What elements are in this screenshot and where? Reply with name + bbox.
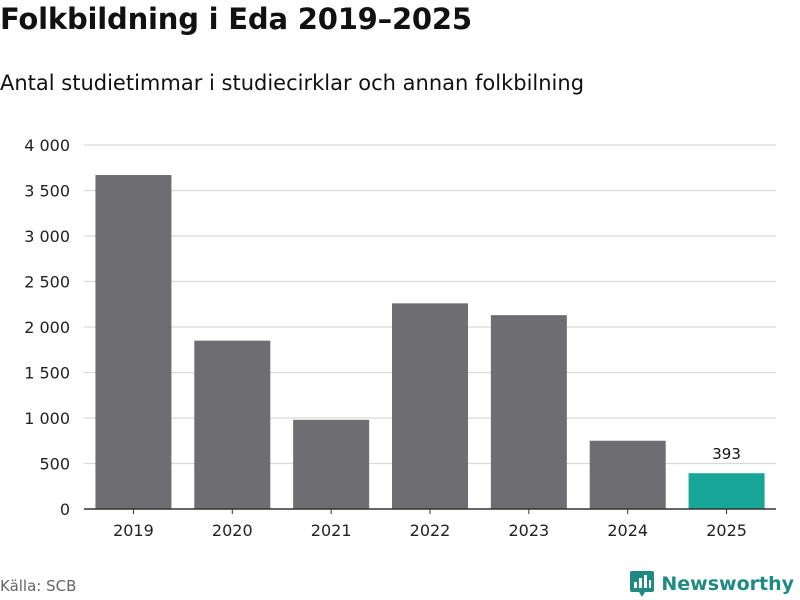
x-tick-label: 2021 <box>311 521 352 540</box>
data-label: 393 <box>712 445 741 463</box>
chart-subtitle: Antal studietimmar i studiecirklar och a… <box>0 71 585 95</box>
x-axis-tick-labels: 2019 2020 2021 2022 2023 2024 2025 <box>113 509 747 540</box>
x-tick-label: 2024 <box>607 521 648 540</box>
y-tick-label: 4 000 <box>24 136 70 155</box>
y-tick-label: 3 000 <box>24 227 70 246</box>
bar-2020 <box>194 340 271 509</box>
x-tick-label: 2019 <box>113 521 154 540</box>
chart-title: Folkbildning i Eda 2019–2025 <box>0 2 472 36</box>
bar-2019 <box>95 175 172 509</box>
bar-2022 <box>392 303 468 509</box>
bar-2023 <box>490 315 567 509</box>
bar-2024 <box>589 440 666 509</box>
y-tick-label: 1 000 <box>24 409 70 428</box>
y-tick-label: 2 000 <box>24 318 70 337</box>
x-tick-label: 2020 <box>212 521 253 540</box>
y-tick-label: 0 <box>60 500 70 519</box>
x-tick-label: 2022 <box>410 521 451 540</box>
brand-name: Newsworthy <box>661 573 794 595</box>
brand-logo: Newsworthy <box>629 569 794 599</box>
bars <box>95 175 765 509</box>
newsworthy-logo-icon <box>630 571 655 597</box>
y-axis-tick-labels: 0 500 1 000 1 500 2 000 2 500 3 000 3 500 4 000 <box>24 136 70 519</box>
data-labels: 393 <box>712 445 741 463</box>
y-tick-label: 1 500 <box>24 364 70 383</box>
y-tick-label: 2 500 <box>24 273 70 292</box>
bar-2025 <box>688 473 765 509</box>
y-tick-label: 500 <box>39 455 70 474</box>
bar-2021 <box>293 419 370 509</box>
x-tick-label: 2025 <box>706 521 747 540</box>
x-tick-label: 2023 <box>508 521 549 540</box>
source-note: Källa: SCB <box>0 577 77 595</box>
y-tick-label: 3 500 <box>24 182 70 201</box>
